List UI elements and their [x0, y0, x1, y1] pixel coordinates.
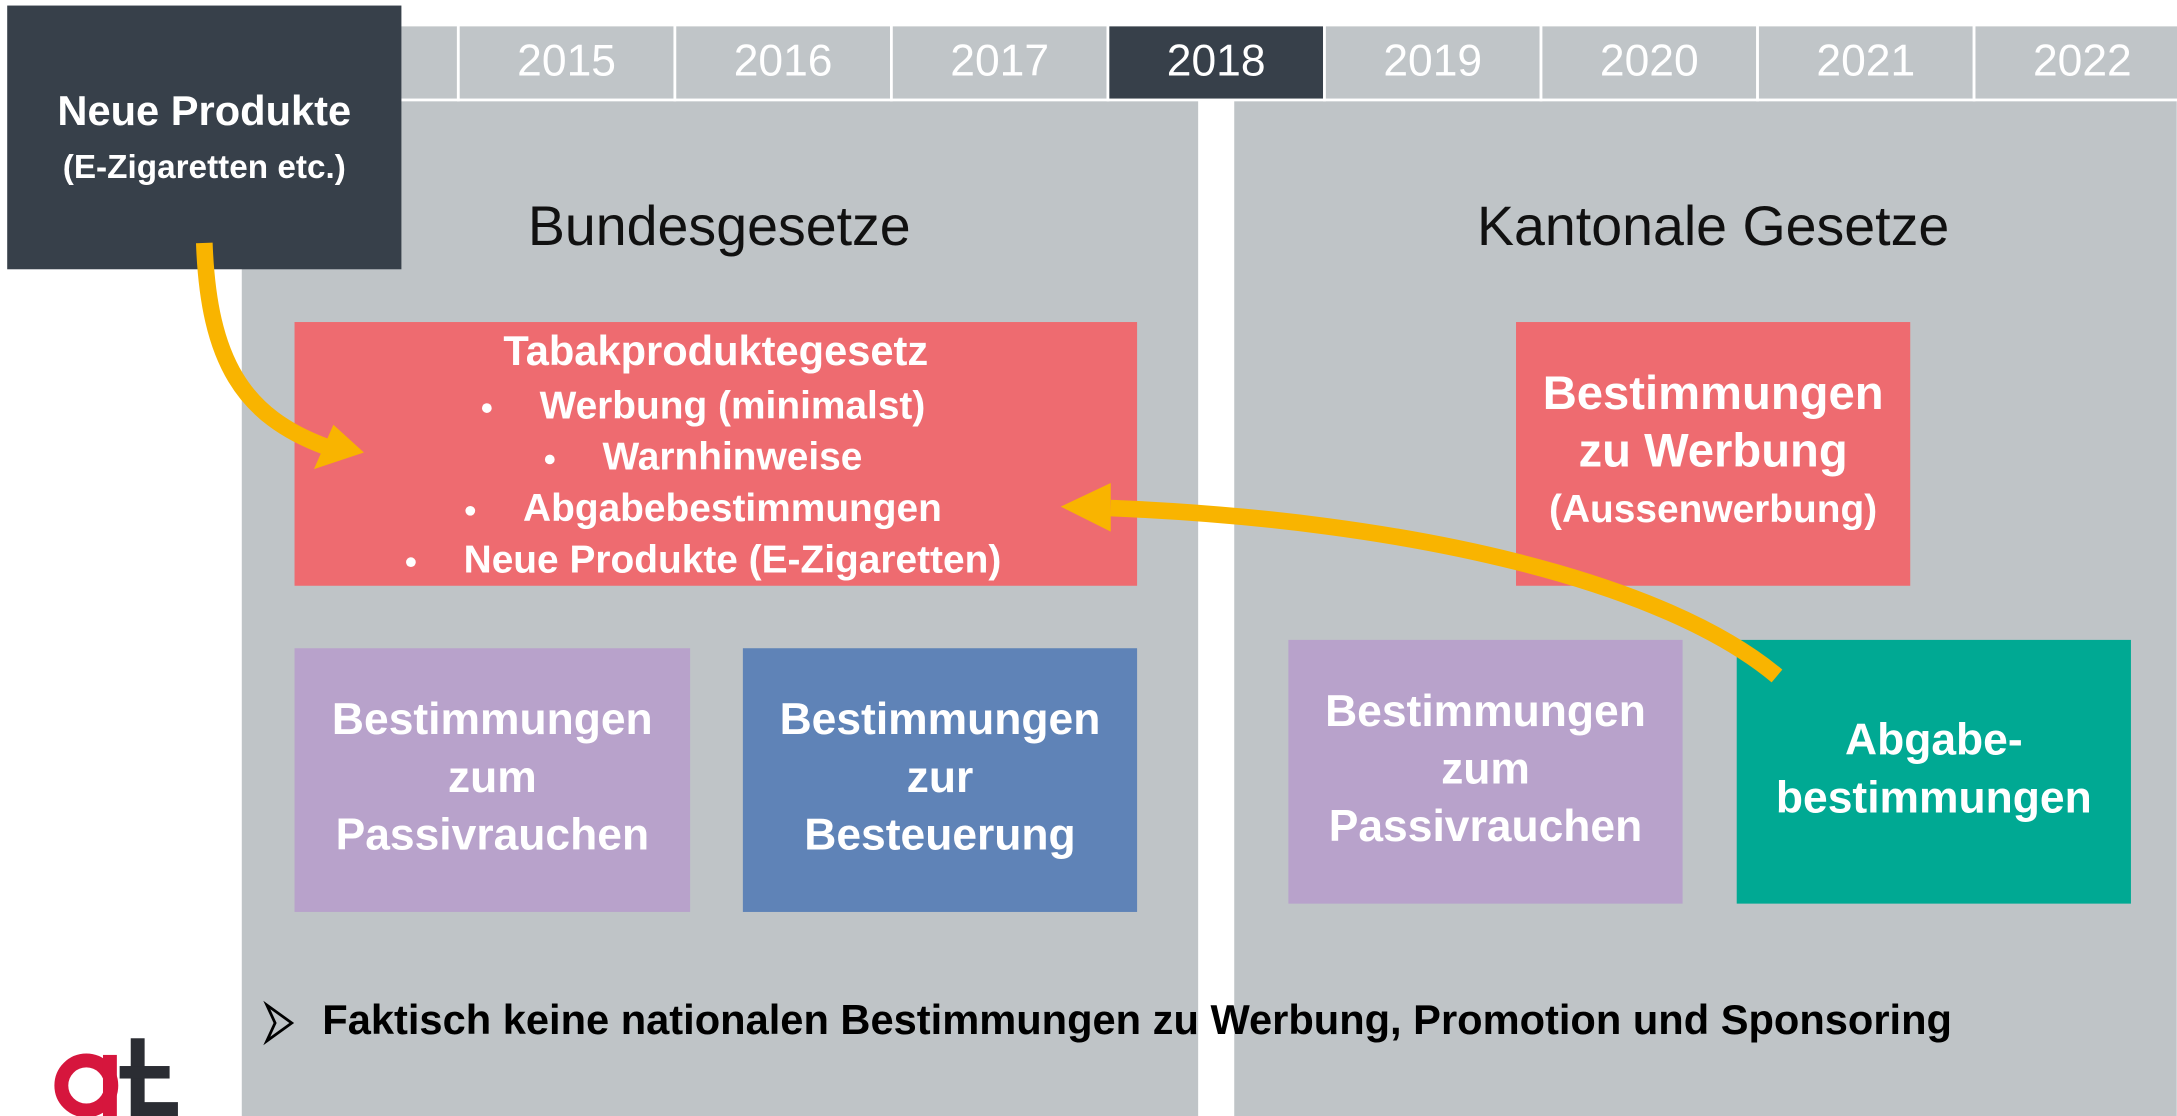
law-box — [742, 648, 1138, 912]
bullet — [465, 505, 476, 516]
bullet — [406, 557, 416, 568]
box-line: Passivrauchen — [1329, 802, 1643, 851]
box-line: Bestimmungen — [332, 695, 653, 744]
box-line: Bestimmungen — [1325, 687, 1646, 736]
callout-box — [7, 5, 402, 270]
timeline-year: 2020 — [1600, 37, 1699, 86]
logo — [54, 1038, 178, 1116]
timeline-cell — [1539, 23, 1759, 102]
panel-title: Bundesgesetze — [528, 195, 911, 257]
box-line: zur — [907, 753, 974, 802]
bullet — [544, 454, 555, 465]
timeline-year: 2019 — [1383, 37, 1482, 86]
box-item: Neue Produkte (E-Zigaretten) — [464, 538, 1002, 581]
box-title: Tabakproduktegesetz — [503, 327, 928, 374]
law-box — [1736, 639, 2131, 904]
timeline-year: 2021 — [1816, 37, 1915, 86]
timeline-cell — [890, 23, 1110, 102]
box-line: Passivrauchen — [336, 810, 649, 859]
box-line: Bestimmungen — [780, 695, 1101, 744]
law-box — [294, 322, 1138, 586]
box-line: zum — [448, 753, 537, 802]
note: Faktisch keine nationalen Bestimmungen z… — [322, 996, 1952, 1043]
callout-title: Neue Produkte — [57, 87, 351, 134]
box-line: (Aussenwerbung) — [1549, 488, 1877, 531]
box-line: Besteuerung — [804, 810, 1075, 859]
callout-subtitle: (E-Zigaretten etc.) — [63, 149, 346, 186]
timeline-year: 2022 — [2033, 37, 2132, 86]
arrow — [195, 242, 330, 455]
law-box — [1288, 639, 1683, 904]
box-line: Abgabe- — [1845, 716, 2023, 765]
law-box — [294, 648, 691, 912]
note-arrow — [263, 1000, 295, 1046]
box-item: Warnhinweise — [603, 436, 863, 479]
timeline-cell — [1106, 23, 1326, 102]
box-item: Abgabebestimmungen — [523, 487, 942, 530]
arrow — [1110, 499, 1783, 683]
timeline-cell — [1972, 23, 2177, 102]
arrow-head — [313, 424, 364, 470]
box-line: zum — [1441, 744, 1530, 793]
timeline-year: 2017 — [950, 37, 1049, 86]
timeline-year: 2016 — [734, 37, 833, 86]
timeline-year: 2018 — [1167, 37, 1266, 86]
arrow-head — [1060, 483, 1111, 532]
timeline-year: 2015 — [517, 37, 616, 86]
bullet — [481, 403, 492, 413]
law-box — [1516, 322, 1911, 586]
timeline-cell — [1323, 23, 1543, 102]
box-line: Bestimmungen — [1543, 367, 1884, 420]
timeline-cell — [1756, 23, 1976, 102]
box-line: bestimmungen — [1776, 773, 2092, 822]
panel-title: Kantonale Gesetze — [1477, 195, 1949, 257]
box-item: Werbung (minimalst) — [540, 384, 926, 427]
box-line: zu Werbung — [1579, 424, 1848, 477]
panel-right — [1234, 99, 2177, 1116]
